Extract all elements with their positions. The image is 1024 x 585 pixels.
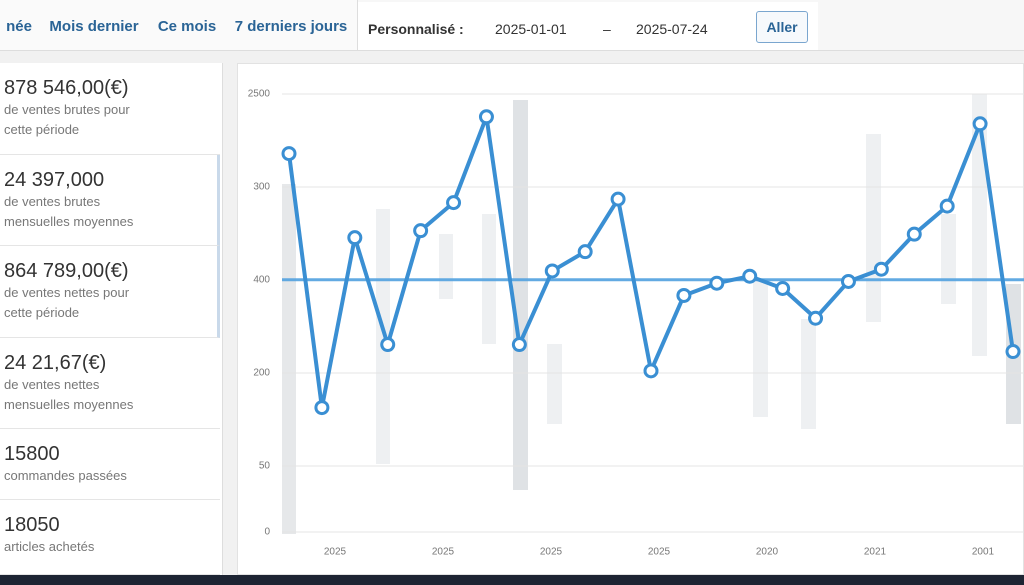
stat-value: 864 789,00(€) — [4, 260, 129, 282]
bg-bar — [513, 100, 528, 490]
stat-label: de ventes brutes mensuelles moyennes — [4, 194, 134, 229]
y-tick-label: 2500 — [248, 89, 271, 100]
bg-bar — [439, 234, 453, 299]
data-point — [709, 275, 725, 291]
stat-value: 24 397,000 — [4, 169, 105, 191]
custom-label: Personnalisé : — [368, 21, 464, 37]
data-point — [643, 363, 659, 379]
data-point — [873, 261, 889, 277]
bg-bar — [376, 209, 390, 464]
stat-label: de ventes brutes pour cette période — [4, 102, 130, 137]
data-point — [972, 116, 988, 132]
data-point — [676, 287, 692, 303]
y-tick-label: 400 — [253, 275, 270, 286]
x-tick-label: 2025 — [648, 547, 671, 558]
stat-value: 18050 — [4, 514, 60, 536]
tab[interactable]: 7 derniers jours — [225, 0, 358, 50]
bg-bar — [941, 214, 956, 304]
go-button[interactable]: Aller — [756, 11, 808, 43]
stat: 24 21,67(€) de ventes nettes mensuelles m… — [0, 338, 220, 429]
data-point — [544, 263, 560, 279]
stat: 864 789,00(€) de ventes nettes pour cette… — [0, 246, 220, 338]
stat-label: articles achetés — [4, 539, 95, 554]
x-tick-label: 2025 — [432, 547, 455, 558]
stat-label: commandes passées — [4, 468, 127, 483]
x-tick-label: 2001 — [972, 547, 995, 558]
custom-range: Personnalisé : 2025-01-01 – 2025-07-24 A… — [358, 2, 818, 50]
x-tick-label: 2020 — [756, 547, 779, 558]
stat: 24 397,000 de ventes brutes mensuelles mo… — [0, 155, 220, 246]
data-point — [906, 226, 922, 242]
date-range-bar: Personnalisé : 2025-01-01 – 2025-07-24 A… — [0, 0, 1024, 51]
date-to[interactable]: 2025-07-24 — [636, 21, 708, 37]
y-tick-label: 0 — [264, 527, 270, 538]
data-point — [610, 191, 626, 207]
background-bars — [282, 94, 1021, 534]
data-point — [577, 244, 593, 260]
data-point — [347, 230, 363, 246]
stat-label: de ventes nettes pour cette période — [4, 285, 130, 320]
bg-bar — [547, 344, 562, 424]
bg-bar — [282, 184, 296, 534]
chart: 2500 0 300 400 200 50 2025 2025 2025 2025 2020 2021… — [248, 89, 1024, 558]
x-tick-label: 2021 — [864, 547, 887, 558]
bg-bar — [753, 279, 768, 417]
stat: 18050 articles achetés — [0, 500, 220, 575]
x-tick-label: 2025 — [540, 547, 563, 558]
data-point — [380, 337, 396, 353]
stat: 15800 commandes passées — [0, 429, 220, 500]
chart-panel: 2500 0 300 400 200 50 2025 2025 2025 2025 2020 2021… — [237, 63, 1024, 575]
stat-value: 24 21,67(€) — [4, 352, 107, 374]
date-separator: – — [603, 21, 611, 37]
data-point — [446, 195, 462, 211]
stats-panel: 878 546,00(€) de ventes brutes pour cette… — [0, 63, 223, 575]
data-point — [840, 273, 856, 289]
data-point — [808, 310, 824, 326]
data-point — [413, 223, 429, 239]
data-point — [281, 146, 297, 162]
bg-bar — [866, 134, 881, 322]
tab[interactable]: Mois dernier — [38, 0, 151, 50]
stat: 878 546,00(€) de ventes brutes pour cette… — [0, 63, 220, 155]
data-point — [314, 400, 330, 416]
y-tick-label: 200 — [253, 368, 270, 379]
data-point — [775, 280, 791, 296]
date-from[interactable]: 2025-01-01 — [495, 21, 567, 37]
data-point — [1005, 344, 1021, 360]
y-tick-label: 300 — [253, 182, 270, 193]
data-point — [511, 337, 527, 353]
tab[interactable]: née — [0, 0, 39, 50]
data-point — [478, 109, 494, 125]
stat-value: 878 546,00(€) — [4, 77, 129, 99]
x-tick-label: 2025 — [324, 547, 347, 558]
data-point — [939, 198, 955, 214]
stat-label: de ventes nettes mensuelles moyennes — [4, 377, 134, 412]
stat-value: 15800 — [4, 443, 60, 465]
tab[interactable]: Ce mois — [149, 0, 226, 50]
taskbar — [0, 575, 1024, 585]
y-tick-label: 50 — [259, 461, 271, 472]
bg-bar — [801, 319, 816, 429]
data-point — [742, 268, 758, 284]
